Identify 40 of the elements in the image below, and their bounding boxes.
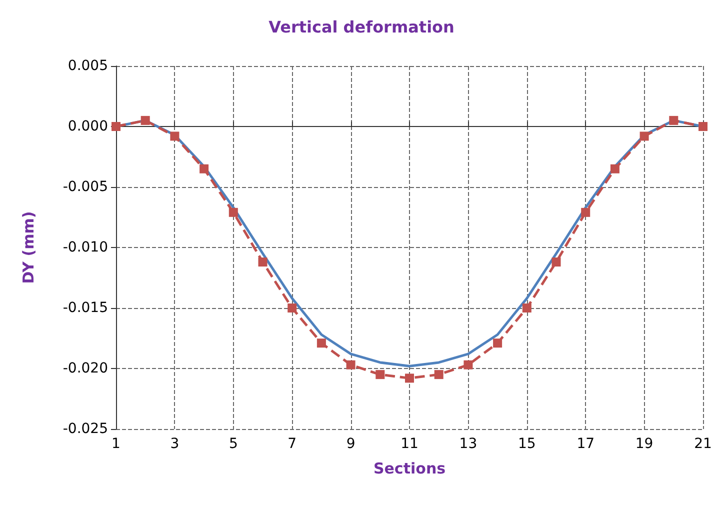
x-tick-label: 1 [112,436,120,452]
x-tick-label: 5 [228,436,238,452]
point [376,370,385,380]
point [581,208,590,217]
point [669,116,678,125]
point [434,370,444,380]
y-tick-label: -0.010 [62,240,108,256]
x-tick-label: 19 [635,436,654,452]
point [493,338,502,348]
x-tick-label: 7 [288,436,297,452]
point [140,116,150,125]
point [522,304,532,312]
x-tick-label: 17 [576,436,595,452]
x-tick-label: 21 [694,436,712,452]
point [405,374,414,383]
x-tick-label: 15 [518,436,536,452]
point [200,164,209,174]
x-tick-label: 3 [170,436,180,452]
point [316,338,326,348]
y-tick-label: -0.025 [62,421,108,437]
point [640,132,649,141]
y-tick-label: 0.000 [68,118,108,134]
point [170,132,180,141]
point [552,258,561,267]
x-tick-label: 13 [459,436,478,452]
y-axis-title: DY (mm) [20,211,38,284]
x-tick-label: 9 [346,436,356,452]
chart-title: Vertical deformation [268,18,454,36]
x-axis-title: Sections [373,460,446,478]
point [464,360,473,370]
y-tick-label: 0.005 [68,58,108,74]
y-tick-label: -0.005 [62,179,108,195]
x-tick-label: 11 [400,436,418,452]
y-tick-label: -0.020 [62,360,108,376]
point [228,208,238,217]
point [346,360,356,370]
point [288,304,297,312]
y-tick-label: -0.015 [62,300,108,316]
point [258,258,268,267]
point [610,164,620,174]
